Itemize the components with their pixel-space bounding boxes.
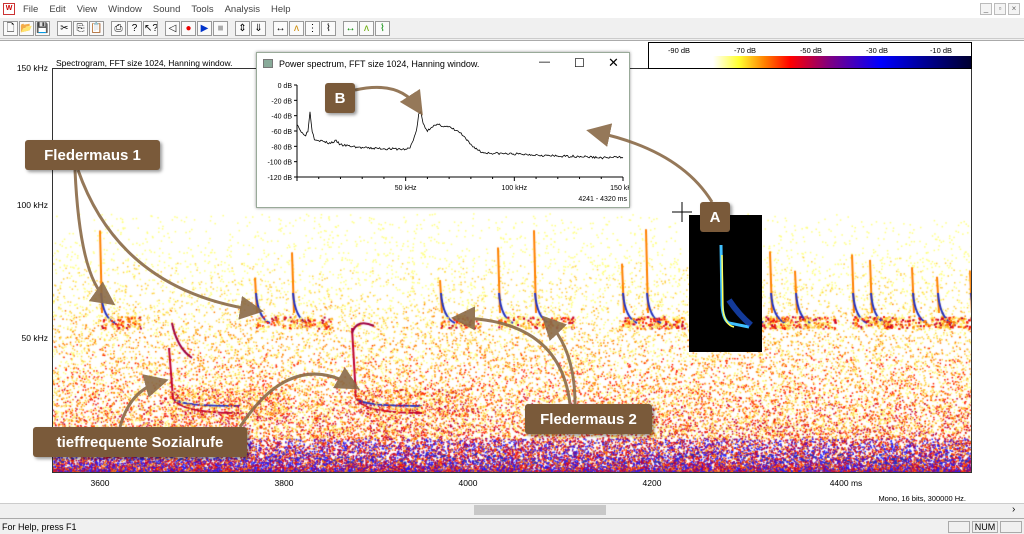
- y-tick-label: 0 dB: [278, 83, 293, 90]
- spectrogram-title: Spectrogram, FFT size 1024, Hanning wind…: [56, 58, 233, 68]
- menu-file[interactable]: File: [23, 3, 39, 15]
- copy-icon[interactable]: ⎘: [73, 21, 88, 36]
- crosshair-cursor-icon: [672, 202, 692, 222]
- status-pane: [1000, 521, 1022, 533]
- arrow: [451, 306, 572, 405]
- multi-spectrum-icon[interactable]: ⋮: [305, 21, 320, 36]
- cb-label: -30 dB: [865, 46, 889, 55]
- format-info: Mono, 16 bits, 300000 Hz.: [878, 494, 966, 503]
- app-icon: W: [3, 3, 15, 15]
- speaker-icon[interactable]: ◁: [165, 21, 180, 36]
- toolbar: 🗋 📂 💾 ✂ ⎘ 📋 ⎙? ↖? ◁ ● ▶ ■ ⇕ ⇓ ↔ ʌ ⋮ ⌇ ↔ ʌ ⌇: [0, 19, 1024, 39]
- status-pane: [948, 521, 970, 533]
- menu-window[interactable]: Window: [108, 3, 142, 15]
- spectrum-green-icon[interactable]: ʌ: [359, 21, 374, 36]
- power-spectrum-plot: 0 dB -20 dB -40 dB -60 dB -80 dB -100 dB -120 …: [267, 83, 629, 203]
- play-icon[interactable]: ▶: [197, 21, 212, 36]
- arrow: [354, 85, 423, 116]
- spectrogram-detail-inset: [689, 215, 762, 352]
- close-icon[interactable]: ✕: [608, 55, 619, 70]
- menu-sound[interactable]: Sound: [152, 3, 181, 15]
- color-scale: -90 dB -70 dB -50 dB -30 dB -10 dB: [648, 42, 972, 69]
- marker-green-icon[interactable]: ↔: [343, 21, 358, 36]
- x-tick-label: 150 kHz: [610, 185, 629, 192]
- restore-icon[interactable]: ▫: [994, 3, 1006, 15]
- spectrum-curve: [296, 110, 624, 160]
- callout-a: A: [700, 202, 730, 232]
- menu-help[interactable]: Help: [270, 3, 291, 15]
- x-tick-label: 100 kHz: [501, 185, 527, 192]
- cb-label: -90 dB: [667, 46, 691, 55]
- zoom-in-icon[interactable]: ⇕: [235, 21, 250, 36]
- arrow: [238, 367, 360, 428]
- print-icon[interactable]: ⎙: [111, 21, 126, 36]
- y-tick-label: -40 dB: [271, 114, 292, 121]
- arrow: [76, 169, 264, 320]
- status-bar: For Help, press F1 NUM: [0, 518, 1024, 534]
- status-num: NUM: [972, 521, 998, 533]
- color-gradient: [713, 56, 971, 68]
- y-tick-label: -100 dB: [267, 160, 292, 167]
- callout-fledermaus-2: Fledermaus 2: [525, 404, 652, 434]
- stop-icon[interactable]: ■: [213, 21, 228, 36]
- mdi-window-controls: _ ▫ ×: [980, 3, 1020, 15]
- open-icon[interactable]: 📂: [19, 21, 34, 36]
- zoom-out-icon[interactable]: ⇓: [251, 21, 266, 36]
- close-icon[interactable]: ×: [1008, 3, 1020, 15]
- time-range: 4241 - 4320 ms: [578, 196, 627, 203]
- cb-label: -70 dB: [733, 46, 757, 55]
- menu-bar: W File Edit View Window Sound Tools Anal…: [0, 0, 1024, 18]
- callout-b: B: [325, 83, 355, 113]
- marker-icon[interactable]: ↔: [273, 21, 288, 36]
- record-icon[interactable]: ●: [181, 21, 196, 36]
- save-icon[interactable]: 💾: [35, 21, 50, 36]
- status-help-text: For Help, press F1: [2, 522, 77, 532]
- cb-label: -10 dB: [929, 46, 953, 55]
- x-tick-label: 50 kHz: [395, 185, 417, 192]
- cut-icon[interactable]: ✂: [57, 21, 72, 36]
- x-tick-3600: 3600: [90, 478, 110, 488]
- y-tick-100: 100 kHz: [16, 200, 48, 210]
- minimize-icon[interactable]: —: [539, 56, 550, 68]
- menu-view[interactable]: View: [76, 3, 98, 15]
- menu-edit[interactable]: Edit: [49, 3, 66, 15]
- detail-call: [719, 244, 753, 329]
- y-tick-label: -80 dB: [271, 144, 292, 151]
- scrollbar-thumb[interactable]: [474, 505, 606, 515]
- scroll-right-icon[interactable]: ›: [1012, 504, 1016, 515]
- x-tick-4200: 4200: [642, 478, 662, 488]
- menu-tools[interactable]: Tools: [191, 3, 214, 15]
- arrow: [586, 123, 714, 203]
- maximize-icon[interactable]: ☐: [574, 56, 585, 70]
- power-spectrum-titlebar[interactable]: Power spectrum, FFT size 1024, Hanning w…: [257, 53, 629, 75]
- arrow: [541, 315, 577, 405]
- y-tick-label: -20 dB: [271, 98, 292, 105]
- context-help-icon[interactable]: ↖?: [143, 21, 158, 36]
- y-tick-150: 150 kHz: [16, 63, 48, 73]
- minimize-icon[interactable]: _: [980, 3, 992, 15]
- help-icon[interactable]: ?: [127, 21, 142, 36]
- cb-label: -50 dB: [799, 46, 823, 55]
- y-tick-label: -120 dB: [267, 175, 292, 182]
- spectrum-icon[interactable]: ʌ: [289, 21, 304, 36]
- power-spectrum-window[interactable]: Power spectrum, FFT size 1024, Hanning w…: [256, 52, 630, 208]
- y-tick-50: 50 kHz: [21, 333, 48, 343]
- histogram-green-icon[interactable]: ⌇: [375, 21, 390, 36]
- menu-analysis[interactable]: Analysis: [224, 3, 260, 15]
- x-tick-4400: 4400 ms: [829, 478, 863, 488]
- power-spectrum-title: Power spectrum, FFT size 1024, Hanning w…: [279, 59, 480, 69]
- histogram-icon[interactable]: ⌇: [321, 21, 336, 36]
- y-tick-label: -60 dB: [271, 129, 292, 136]
- x-tick-4000: 4000: [458, 478, 478, 488]
- window-icon: [263, 59, 273, 68]
- arrow: [73, 169, 116, 306]
- callout-fledermaus-1: Fledermaus 1: [25, 140, 160, 170]
- arrow: [118, 374, 169, 428]
- paste-icon[interactable]: 📋: [89, 21, 104, 36]
- x-tick-3800: 3800: [274, 478, 294, 488]
- callout-social-calls: tieffrequente Sozialrufe: [33, 427, 247, 457]
- new-icon[interactable]: 🗋: [3, 21, 18, 36]
